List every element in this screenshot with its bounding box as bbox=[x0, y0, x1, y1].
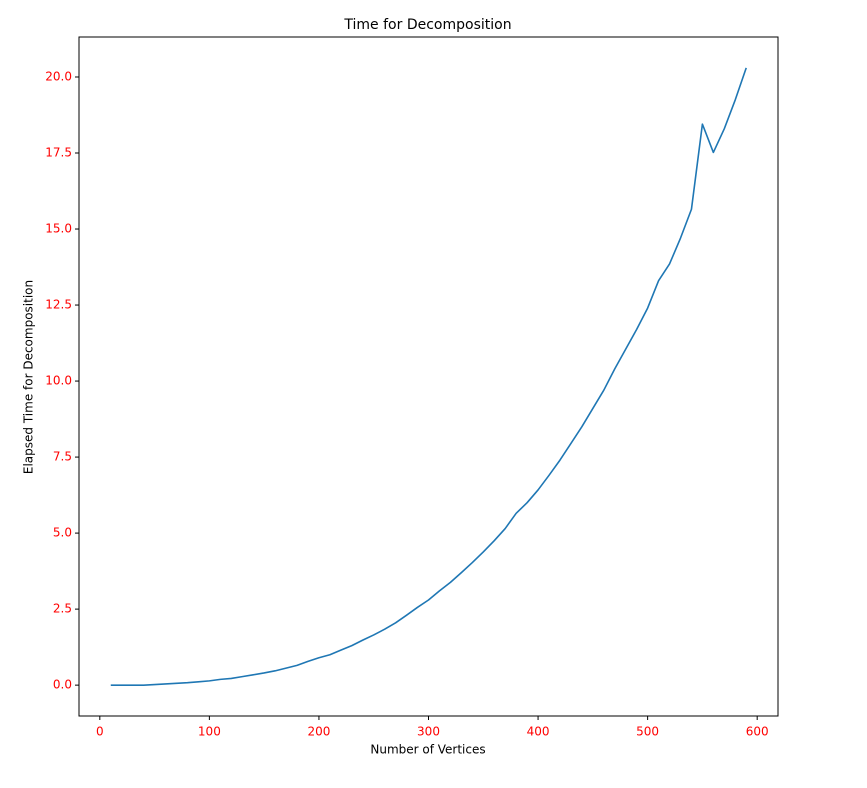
y-tick-label: 20.0 bbox=[45, 69, 72, 83]
chart-title: Time for Decomposition bbox=[343, 17, 511, 33]
x-tick-label: 500 bbox=[636, 725, 659, 739]
y-tick-label: 0.0 bbox=[53, 678, 72, 692]
x-tick-label: 400 bbox=[527, 725, 550, 739]
x-tick-label: 600 bbox=[746, 725, 769, 739]
axes-frame bbox=[78, 36, 779, 717]
y-tick-label: 7.5 bbox=[53, 450, 72, 464]
x-tick-label: 0 bbox=[96, 725, 104, 739]
y-tick-label: 17.5 bbox=[45, 146, 72, 160]
x-tick-label: 300 bbox=[417, 725, 440, 739]
y-tick-label: 5.0 bbox=[53, 526, 72, 540]
x-tick-label: 100 bbox=[198, 725, 221, 739]
x-axis-label: Number of Vertices bbox=[370, 743, 485, 757]
data-line bbox=[110, 67, 747, 686]
y-tick-label: 10.0 bbox=[45, 374, 72, 388]
y-tick-label: 2.5 bbox=[53, 602, 72, 616]
y-axis-label: Elapsed Time for Decomposition bbox=[22, 280, 36, 474]
y-tick-label: 15.0 bbox=[45, 222, 72, 236]
x-tick-label: 200 bbox=[307, 725, 330, 739]
y-tick-label: 12.5 bbox=[45, 298, 72, 312]
